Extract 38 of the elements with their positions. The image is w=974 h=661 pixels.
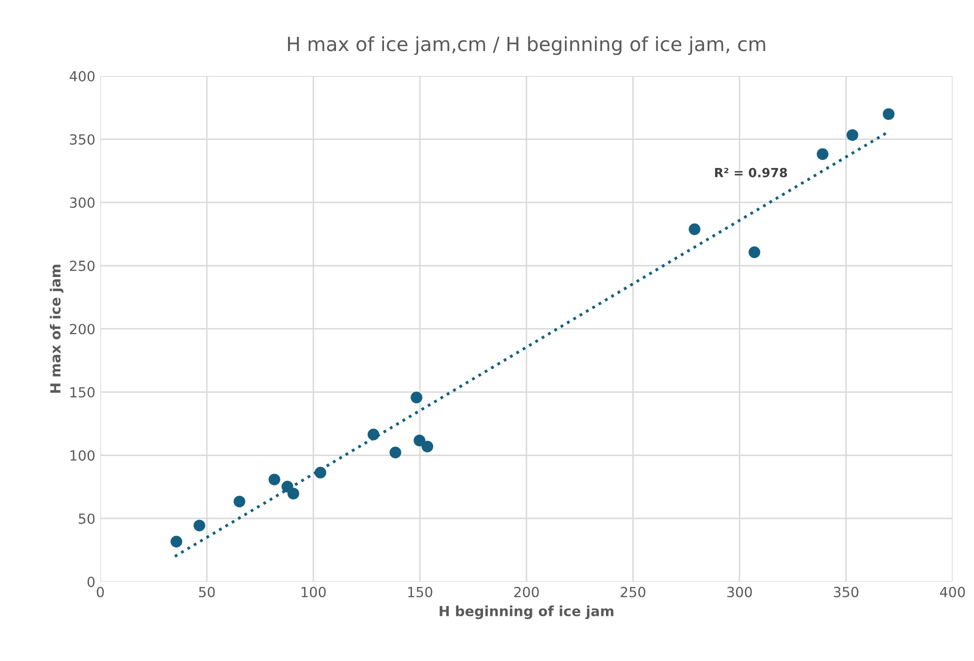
y-tick-label: 250 (70, 260, 95, 272)
y-tick-label: 150 (70, 387, 95, 398)
y-tick-label: 200 (70, 324, 95, 334)
point (288, 488, 300, 500)
point (688, 223, 700, 236)
y-axis-title: H max of ice jam (50, 264, 64, 393)
point (882, 108, 894, 120)
point (390, 446, 402, 458)
point (748, 246, 760, 258)
x-tick-label: 50 (199, 586, 215, 598)
point (170, 536, 182, 548)
x-tick-label: 200 (514, 586, 539, 598)
point (816, 148, 828, 160)
point (368, 428, 380, 440)
y-tick-label: 300 (70, 197, 95, 208)
annotation: R² = 0.978 (715, 168, 787, 178)
point (234, 496, 246, 508)
y-tick-label: 100 (70, 450, 95, 461)
point (422, 440, 434, 452)
x-tick-label: 150 (408, 586, 432, 598)
point (414, 434, 426, 446)
point (268, 474, 280, 486)
point (846, 129, 858, 141)
y-tick-label: 50 (78, 513, 95, 524)
point (314, 466, 326, 478)
x-tick-label: 100 (302, 586, 326, 598)
x-tick-label: 400 (940, 586, 965, 598)
x-tick-label: 250 (620, 586, 646, 598)
x-axis-title: H beginning of ice jam (440, 606, 614, 620)
y-tick-label: 0 (88, 576, 95, 588)
x-tick-label: 300 (727, 586, 752, 598)
point (410, 392, 422, 404)
chart-title: H max of ice jam,cm / H beginning of ice jam, cm (288, 36, 766, 56)
y-tick-label: 400 (70, 70, 95, 82)
y-tick-label: 350 (70, 134, 95, 145)
point (194, 520, 206, 532)
x-tick-label: 350 (834, 586, 858, 598)
x-tick-label: 0 (96, 586, 104, 598)
